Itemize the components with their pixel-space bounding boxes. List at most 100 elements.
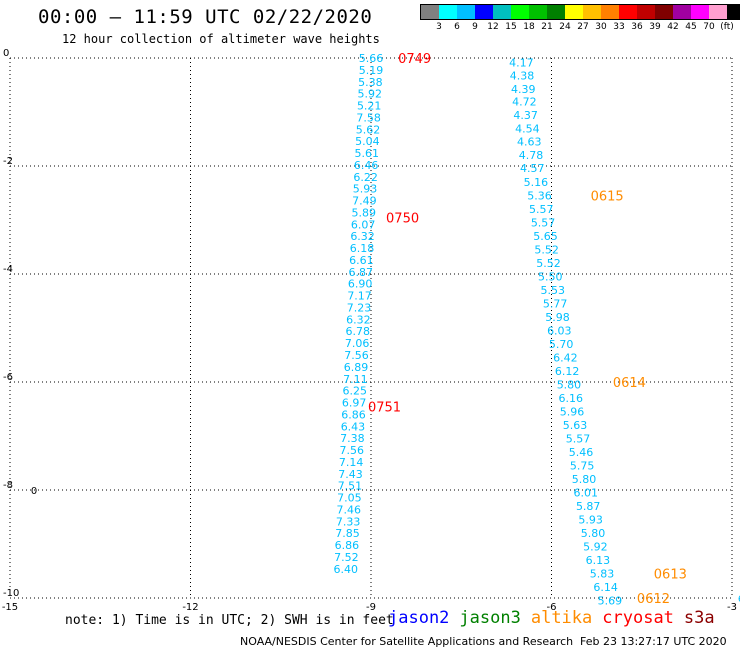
legend-jason2: jason2 (388, 608, 450, 628)
swh-value-cryosat: 7.58 (356, 111, 381, 124)
credit-text: NOAA/NESDIS Center for Satellite Applica… (240, 635, 574, 648)
color-swatch (691, 5, 709, 19)
color-swatch (475, 5, 493, 19)
swh-value-cryosat: 7.23 (347, 301, 372, 314)
swh-value-cryosat: 7.56 (339, 444, 364, 457)
swh-value-altika: 4.38 (510, 69, 535, 82)
x-tick-label: -3 (727, 602, 737, 613)
swh-value-cryosat: 6.61 (349, 254, 374, 267)
swh-value-altika: 5.46 (569, 446, 594, 459)
swh-value-cryosat: 6.07 (351, 218, 376, 231)
color-swatch (511, 5, 529, 19)
x-tick-label: -12 (182, 602, 198, 613)
legend-cryosat: cryosat (602, 608, 674, 628)
swh-value-altika: 4.54 (515, 123, 540, 136)
x-tick-label: -6 (547, 602, 557, 613)
color-scale-label: 45 (685, 22, 697, 32)
swh-value-altika: 5.80 (581, 527, 606, 540)
swh-value-altika: 5.75 (570, 460, 595, 473)
generated-timestamp: Feb 23 13:27:17 UTC 2020 (580, 635, 727, 648)
time-label-altika: 0615 (591, 190, 624, 205)
x-tick-label: -9 (366, 602, 376, 613)
swh-value-altika: 5.98 (545, 311, 570, 324)
legend-altika: altika (530, 608, 593, 628)
swh-value-cryosat: 7.51 (338, 480, 363, 493)
color-swatch (421, 5, 439, 19)
swh-value-cryosat: 6.86 (341, 408, 366, 421)
legend-s3a: s3a (683, 608, 715, 628)
swh-value-altika: 5.57 (529, 203, 554, 216)
swh-value-altika: 5.50 (538, 271, 563, 284)
color-swatch (583, 5, 601, 19)
swh-value-altika: 5.53 (540, 284, 565, 297)
swh-value-altika: 5.92 (583, 541, 608, 554)
time-label-cryosat: 0751 (368, 400, 401, 415)
swh-value-cryosat: 6.25 (343, 385, 368, 398)
color-scale-label: 24 (559, 22, 571, 32)
swh-value-altika: 4.17 (509, 56, 534, 69)
color-swatch (727, 5, 740, 19)
color-scale-label: 36 (631, 22, 643, 32)
color-swatch (529, 5, 547, 19)
color-scale-label: 6 (454, 22, 460, 32)
time-label-cryosat: 0750 (386, 211, 419, 226)
swh-value-cryosat: 5.66 (359, 52, 384, 65)
swh-value-altika: 5.52 (534, 244, 559, 257)
color-scale-label: 33 (613, 22, 625, 32)
swh-value-altika: 6.16 (559, 392, 584, 405)
color-swatch (547, 5, 565, 19)
swh-value-altika: 5.87 (576, 500, 601, 513)
swh-value-cryosat: 5.19 (359, 64, 384, 77)
time-label-cryosat: 0749 (398, 52, 431, 67)
color-scale-labels: 3 6 9 12 15 18 21 24 27 30 33 36 39 42 45 70 (ft) (420, 20, 740, 34)
swh-value-altika: 4.37 (513, 109, 538, 122)
swh-value-cryosat: 7.52 (334, 551, 359, 564)
swh-value-cryosat: 5.92 (358, 88, 383, 101)
swh-value-cryosat: 7.38 (340, 432, 365, 445)
swh-value-altika: 5.77 (543, 298, 568, 311)
extra-mark: 6 (738, 594, 740, 605)
color-scale-label: 27 (577, 22, 589, 32)
swh-value-altika: 6.14 (593, 581, 618, 594)
swh-value-cryosat: 6.86 (335, 539, 360, 552)
swh-value-cryosat: 7.17 (347, 290, 372, 303)
color-swatch (493, 5, 511, 19)
swh-value-altika: 6.13 (586, 554, 611, 567)
y-tick-label: -6 (3, 372, 13, 383)
swh-value-altika: 5.70 (549, 338, 574, 351)
swh-value-cryosat: 5.93 (353, 183, 378, 196)
color-scale-label: 18 (523, 22, 535, 32)
swh-value-cryosat: 7.85 (335, 527, 360, 540)
swh-value-cryosat: 6.43 (341, 420, 366, 433)
color-scale-legend: 3 6 9 12 15 18 21 24 27 30 33 36 39 42 45 70 (ft) (420, 4, 740, 34)
color-scale-label: 9 (472, 22, 478, 32)
color-scale-label: 30 (595, 22, 607, 32)
color-scale-label: 70 (703, 22, 715, 32)
swh-value-altika: 5.63 (563, 419, 588, 432)
swh-value-altika: 4.78 (519, 149, 544, 162)
swh-value-cryosat: 6.46 (354, 159, 379, 172)
swh-value-altika: 5.16 (524, 176, 549, 189)
color-swatch (457, 5, 475, 19)
swh-value-cryosat: 7.05 (337, 492, 362, 505)
swh-value-cryosat: 7.49 (352, 195, 377, 208)
color-swatch (673, 5, 691, 19)
chart-title: 00:00 – 11:59 UTC 02/22/2020 (38, 6, 373, 28)
swh-value-cryosat: 6.40 (333, 563, 358, 576)
swh-value-cryosat: 7.46 (336, 503, 361, 516)
swh-value-cryosat: 7.56 (344, 349, 369, 362)
satellite-legend: jason2 jason3 altika cryosat s3a (388, 608, 725, 628)
swh-value-cryosat: 6.78 (346, 325, 371, 338)
data-points: 5.665.195.385.925.217.585.625.045.616.46… (31, 52, 740, 608)
swh-value-altika: 4.39 (511, 83, 536, 96)
swh-value-altika: 4.63 (517, 136, 542, 149)
swh-value-cryosat: 7.33 (336, 515, 361, 528)
swh-value-altika: 6.03 (547, 325, 572, 338)
swh-value-cryosat: 6.89 (344, 361, 369, 374)
swh-value-cryosat: 6.87 (349, 266, 374, 279)
extra-mark: 0 (31, 486, 37, 497)
swh-value-altika: 6.12 (555, 365, 580, 378)
grid (9, 57, 733, 599)
swh-value-cryosat: 5.04 (355, 135, 380, 148)
swh-value-altika: 5.69 (598, 595, 623, 608)
